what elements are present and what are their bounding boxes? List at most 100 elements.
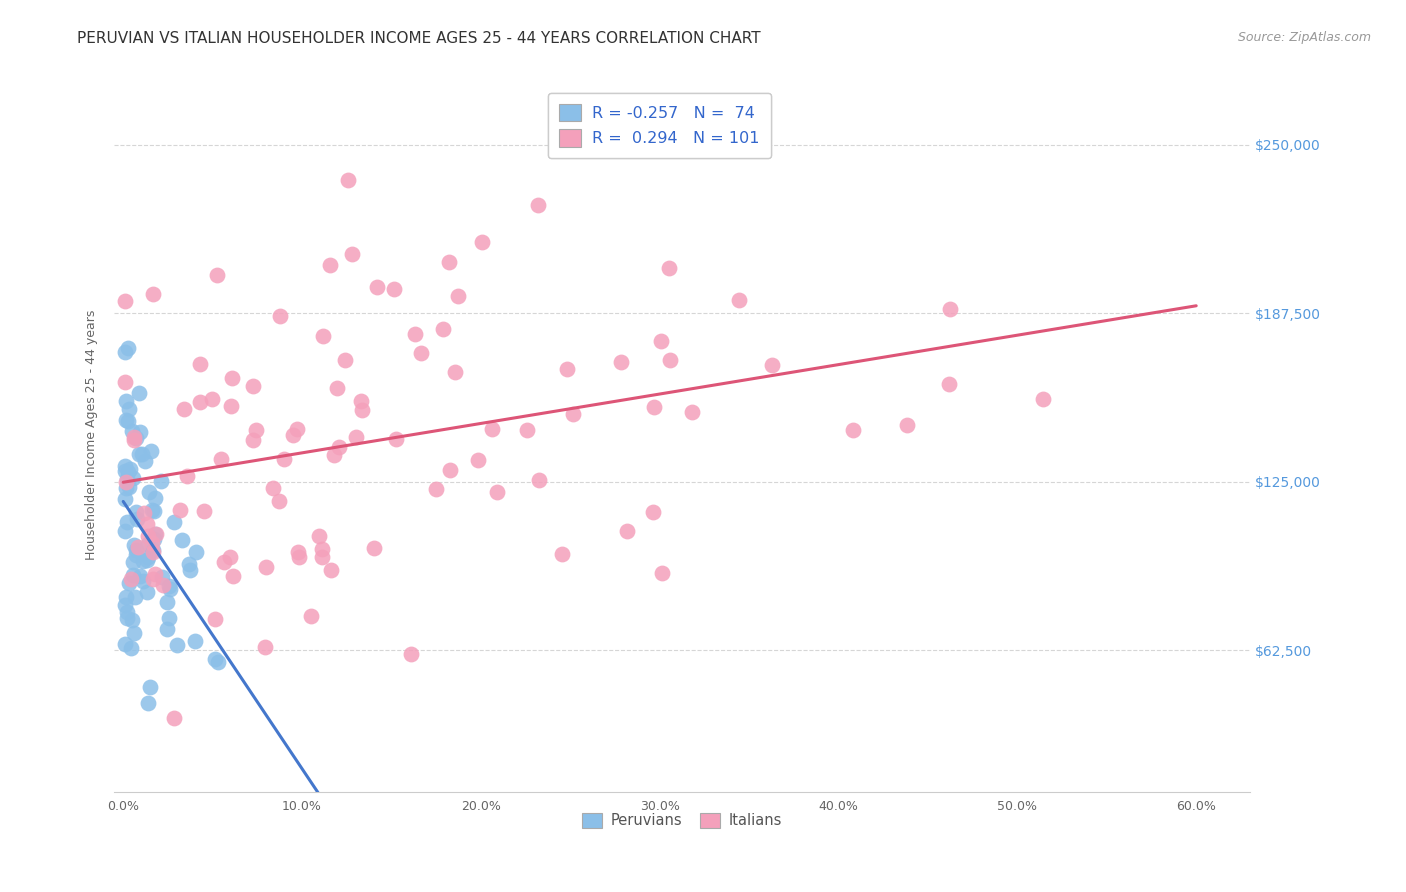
- Point: [138, 485, 160, 500]
- Point: [150, 474, 173, 488]
- Point: [117, 414, 139, 428]
- Point: [135, 517, 157, 532]
- Point: [1032, 392, 1054, 406]
- Point: [136, 537, 159, 551]
- Point: [481, 421, 503, 435]
- Point: [125, 542, 148, 557]
- Point: [319, 258, 342, 272]
- Point: [287, 544, 309, 558]
- Point: [163, 515, 186, 529]
- Point: [643, 505, 665, 519]
- Point: [132, 506, 155, 520]
- Point: [124, 626, 146, 640]
- Point: [129, 568, 152, 582]
- Point: [184, 634, 207, 648]
- Point: [121, 613, 143, 627]
- Point: [443, 366, 465, 380]
- Point: [128, 425, 150, 439]
- Point: [118, 575, 141, 590]
- Point: [188, 357, 211, 371]
- Point: [135, 552, 157, 566]
- Point: [896, 418, 918, 433]
- Point: [136, 584, 159, 599]
- Point: [404, 326, 426, 341]
- Point: [447, 289, 470, 303]
- Point: [121, 470, 143, 484]
- Point: [142, 572, 165, 586]
- Point: [242, 433, 264, 447]
- Point: [311, 541, 333, 556]
- Point: [142, 545, 165, 559]
- Point: [555, 362, 578, 376]
- Point: [143, 504, 166, 518]
- Point: [328, 440, 350, 454]
- Point: [143, 567, 166, 582]
- Point: [150, 570, 173, 584]
- Point: [128, 385, 150, 400]
- Point: [432, 321, 454, 335]
- Point: [114, 590, 136, 604]
- Point: [115, 394, 138, 409]
- Point: [201, 392, 224, 407]
- Point: [114, 598, 136, 612]
- Point: [273, 452, 295, 467]
- Point: [122, 430, 145, 444]
- Point: [409, 346, 432, 360]
- Point: [127, 512, 149, 526]
- Point: [651, 566, 673, 580]
- Point: [163, 711, 186, 725]
- Point: [143, 527, 166, 541]
- Y-axis label: Householder Income Ages 25 - 44 years: Householder Income Ages 25 - 44 years: [86, 310, 98, 559]
- Point: [344, 430, 367, 444]
- Point: [124, 548, 146, 562]
- Point: [204, 612, 226, 626]
- Point: [114, 375, 136, 389]
- Point: [143, 491, 166, 505]
- Point: [644, 400, 666, 414]
- Point: [319, 563, 342, 577]
- Point: [382, 282, 405, 296]
- Point: [219, 550, 242, 565]
- Point: [124, 590, 146, 604]
- Point: [222, 568, 245, 582]
- Point: [124, 433, 146, 447]
- Point: [184, 545, 207, 559]
- Point: [120, 640, 142, 655]
- Point: [131, 447, 153, 461]
- Point: [114, 524, 136, 538]
- Point: [609, 355, 631, 369]
- Point: [267, 494, 290, 508]
- Point: [527, 198, 550, 212]
- Point: [326, 381, 349, 395]
- Point: [115, 413, 138, 427]
- Point: [121, 424, 143, 438]
- Point: [156, 622, 179, 636]
- Point: [288, 550, 311, 565]
- Point: [141, 536, 163, 550]
- Point: [221, 370, 243, 384]
- Point: [281, 427, 304, 442]
- Point: [207, 268, 229, 283]
- Point: [120, 572, 142, 586]
- Point: [157, 579, 180, 593]
- Point: [118, 480, 141, 494]
- Point: [134, 454, 156, 468]
- Point: [156, 595, 179, 609]
- Point: [550, 547, 572, 561]
- Point: [761, 358, 783, 372]
- Point: [299, 608, 322, 623]
- Point: [136, 550, 159, 565]
- Point: [117, 516, 139, 530]
- Point: [323, 448, 346, 462]
- Point: [486, 485, 509, 500]
- Point: [122, 567, 145, 582]
- Point: [425, 483, 447, 497]
- Point: [437, 254, 460, 268]
- Point: [125, 506, 148, 520]
- Point: [269, 309, 291, 323]
- Point: [938, 376, 960, 391]
- Point: [115, 473, 138, 487]
- Point: [169, 502, 191, 516]
- Point: [173, 402, 195, 417]
- Point: [115, 475, 138, 489]
